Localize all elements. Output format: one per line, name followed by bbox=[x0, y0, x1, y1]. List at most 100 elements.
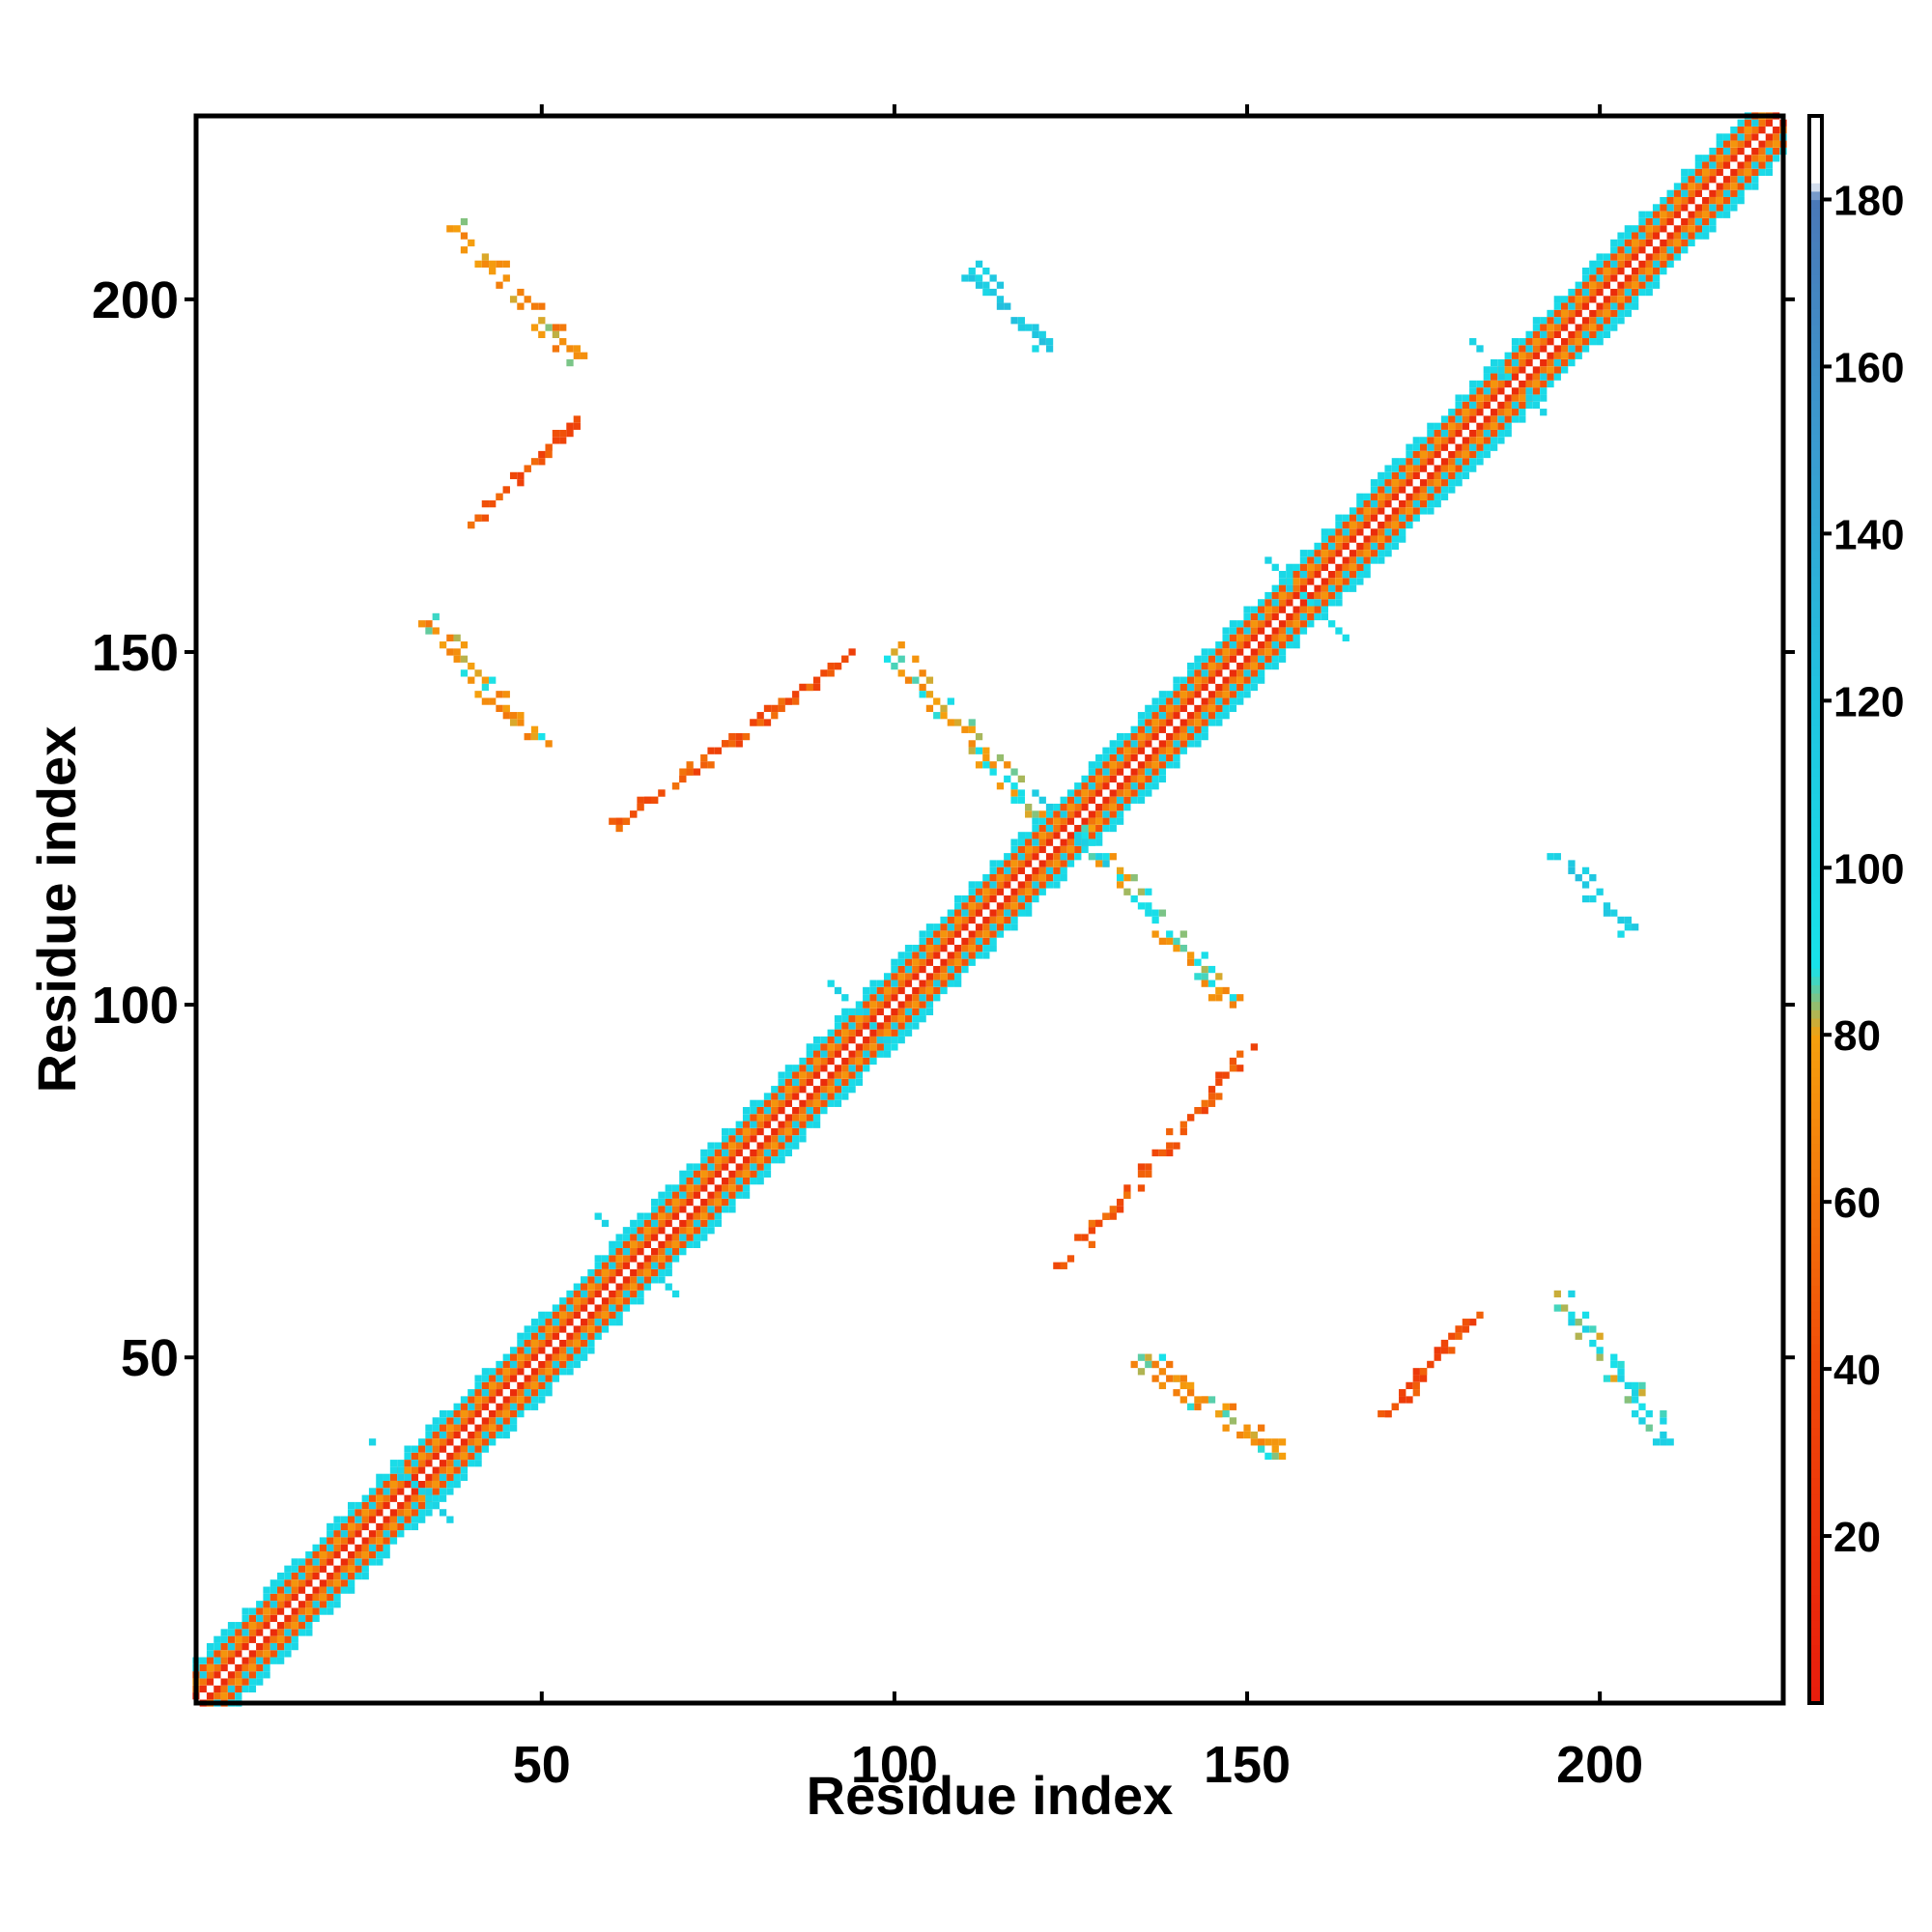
colorbar-segment bbox=[1809, 116, 1822, 126]
heatmap-cell bbox=[1765, 161, 1774, 169]
heatmap-cell bbox=[1208, 662, 1216, 670]
heatmap-cell bbox=[474, 260, 482, 268]
heatmap-cell bbox=[474, 1396, 482, 1404]
heatmap-cell bbox=[1173, 676, 1180, 684]
heatmap-cell bbox=[545, 740, 553, 748]
heatmap-cell bbox=[1490, 366, 1498, 374]
colorbar-segment bbox=[1809, 826, 1822, 836]
heatmap-cell bbox=[291, 1579, 298, 1587]
heatmap-cell bbox=[1025, 845, 1033, 854]
heatmap-cell bbox=[1688, 217, 1695, 226]
heatmap-cell bbox=[1004, 867, 1011, 874]
heatmap-cell bbox=[615, 1262, 623, 1269]
heatmap-cell bbox=[961, 965, 969, 974]
heatmap-cell bbox=[1483, 437, 1491, 444]
heatmap-cell bbox=[637, 1290, 644, 1298]
heatmap-cell bbox=[446, 1452, 454, 1461]
heatmap-cell bbox=[1173, 1375, 1180, 1382]
heatmap-cell bbox=[1201, 980, 1208, 987]
heatmap-cell bbox=[609, 1283, 616, 1291]
heatmap-cell bbox=[1610, 246, 1618, 254]
heatmap-cell bbox=[1406, 514, 1413, 522]
heatmap-cell bbox=[1258, 620, 1265, 628]
heatmap-cell bbox=[545, 1353, 553, 1361]
heatmap-cell bbox=[763, 1135, 772, 1143]
heatmap-cell bbox=[665, 1198, 672, 1207]
colorbar-segment bbox=[1809, 1060, 1822, 1069]
heatmap-cell bbox=[756, 1142, 764, 1150]
heatmap-cell bbox=[496, 1424, 503, 1432]
heatmap-cell bbox=[530, 1353, 539, 1361]
heatmap-cell bbox=[213, 1663, 221, 1672]
colorbar-segment bbox=[1809, 875, 1822, 886]
heatmap-cell bbox=[996, 888, 1005, 895]
heatmap-cell bbox=[1088, 782, 1096, 790]
heatmap-cell bbox=[1328, 550, 1336, 557]
heatmap-cell bbox=[1293, 627, 1300, 635]
heatmap-cell bbox=[1568, 867, 1576, 874]
heatmap-cell bbox=[1201, 732, 1208, 741]
heatmap-cell bbox=[1744, 168, 1752, 177]
heatmap-cell bbox=[735, 732, 743, 741]
heatmap-cell bbox=[1624, 288, 1632, 297]
heatmap-cell bbox=[1553, 309, 1561, 318]
heatmap-cell bbox=[897, 669, 905, 677]
heatmap-cell bbox=[538, 1332, 546, 1340]
heatmap-cell bbox=[897, 973, 905, 980]
heatmap-cell bbox=[1617, 1360, 1625, 1369]
heatmap-cell bbox=[834, 1065, 842, 1072]
heatmap-cell bbox=[1328, 591, 1336, 600]
heatmap-cell bbox=[771, 1156, 779, 1164]
heatmap-cell bbox=[1525, 387, 1533, 395]
heatmap-cell bbox=[1575, 1332, 1582, 1340]
heatmap-cell bbox=[1645, 1424, 1653, 1432]
colorbar-frame bbox=[1807, 114, 1824, 1705]
heatmap-cell bbox=[693, 1184, 701, 1192]
heatmap-cell bbox=[220, 1671, 228, 1679]
heatmap-cell bbox=[841, 1086, 849, 1094]
heatmap-cell bbox=[580, 1347, 588, 1354]
heatmap-cell bbox=[1561, 302, 1569, 310]
heatmap-cell bbox=[601, 1325, 610, 1333]
heatmap-cell bbox=[1427, 450, 1435, 459]
heatmap-cell bbox=[1540, 366, 1548, 374]
heatmap-cell bbox=[1758, 155, 1766, 162]
heatmap-cell bbox=[1088, 838, 1096, 846]
heatmap-cell bbox=[1222, 676, 1230, 684]
heatmap-cell bbox=[1363, 499, 1371, 508]
heatmap-cell bbox=[1102, 753, 1110, 762]
heatmap-cell bbox=[376, 1544, 384, 1551]
heatmap-cell bbox=[1709, 161, 1717, 169]
heatmap-cell bbox=[1328, 535, 1336, 543]
heatmap-cell bbox=[771, 1121, 779, 1128]
heatmap-cell bbox=[1638, 288, 1646, 297]
heatmap-cell bbox=[1088, 761, 1096, 769]
heatmap-cell bbox=[439, 1488, 447, 1495]
colorbar-segment bbox=[1809, 1351, 1822, 1362]
heatmap-cell bbox=[425, 1431, 433, 1439]
heatmap-cell bbox=[1053, 874, 1061, 882]
heatmap-cell bbox=[1624, 268, 1632, 275]
heatmap-cell bbox=[1194, 1403, 1202, 1410]
heatmap-cell bbox=[806, 1086, 813, 1094]
heatmap-cell bbox=[1652, 225, 1661, 233]
colorbar-segment bbox=[1809, 884, 1822, 894]
heatmap-cell bbox=[566, 1319, 574, 1326]
heatmap-cell bbox=[1610, 288, 1618, 297]
heatmap-cell bbox=[643, 1268, 651, 1277]
heatmap-cell bbox=[1532, 358, 1541, 367]
heatmap-cell bbox=[1215, 973, 1223, 980]
heatmap-cell bbox=[1116, 761, 1124, 769]
heatmap-cell bbox=[446, 634, 454, 641]
heatmap-cell bbox=[784, 1114, 793, 1122]
heatmap-cell bbox=[671, 1184, 680, 1192]
heatmap-cell bbox=[637, 1276, 644, 1284]
heatmap-cell bbox=[1751, 155, 1759, 162]
heatmap-cell bbox=[355, 1530, 362, 1538]
heatmap-cell bbox=[1025, 874, 1033, 882]
heatmap-cell bbox=[968, 888, 976, 895]
heatmap-cell bbox=[792, 1078, 800, 1087]
heatmap-cell bbox=[1081, 810, 1089, 818]
heatmap-cell bbox=[1568, 1319, 1576, 1326]
heatmap-cell bbox=[912, 945, 920, 952]
